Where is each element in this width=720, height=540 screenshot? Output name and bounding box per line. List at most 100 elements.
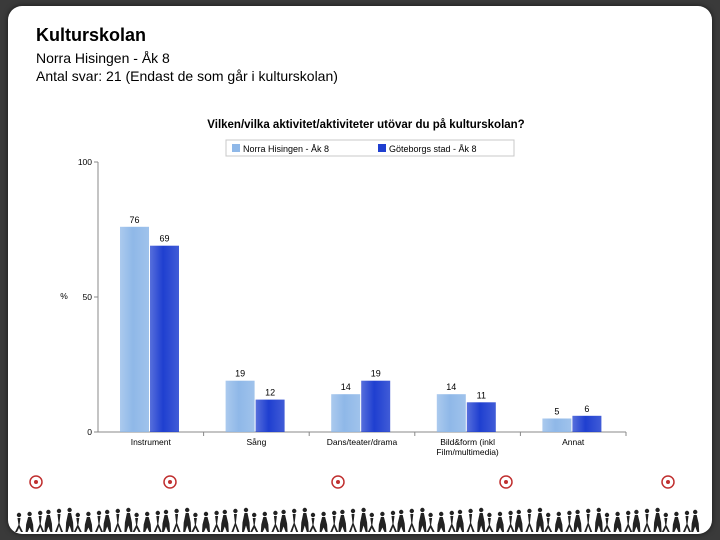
person-silhouette: [309, 512, 317, 532]
person-silhouette: [300, 507, 309, 532]
person-silhouette: [95, 510, 103, 532]
bar: [466, 402, 496, 432]
person-silhouette: [661, 512, 670, 532]
data-label: 69: [159, 234, 169, 244]
person-silhouette: [525, 508, 534, 532]
person-silhouette: [603, 512, 611, 532]
person-silhouette: [554, 511, 563, 532]
person-silhouette: [624, 510, 633, 532]
person-silhouette: [426, 512, 435, 532]
person-silhouette: [153, 510, 162, 532]
person-silhouette: [330, 510, 339, 532]
x-tick-label: Bild&form (inkl: [440, 437, 495, 447]
bar: [331, 394, 361, 432]
person-silhouette: [643, 508, 651, 532]
legend-label: Norra Hisingen - Åk 8: [243, 144, 329, 154]
person-silhouette: [132, 512, 141, 532]
person-silhouette: [212, 510, 221, 532]
bar: [542, 418, 572, 432]
person-silhouette: [279, 509, 288, 532]
legend-label: Göteborgs stad - Åk 8: [389, 144, 477, 154]
person-silhouette: [191, 512, 200, 532]
data-label: 12: [265, 388, 275, 398]
person-silhouette: [162, 509, 170, 532]
person-silhouette: [594, 507, 603, 532]
person-silhouette: [691, 509, 700, 532]
legend-swatch: [232, 144, 240, 152]
person-silhouette: [456, 509, 464, 532]
person-silhouette: [565, 510, 574, 532]
person-silhouette: [55, 508, 63, 532]
person-silhouette: [338, 509, 347, 532]
bar: [361, 380, 391, 432]
target-marker-icon: [29, 475, 43, 489]
person-silhouette: [242, 507, 250, 532]
person-silhouette: [514, 509, 523, 532]
person-silhouette: [573, 509, 582, 532]
person-silhouette: [124, 507, 133, 532]
data-label: 11: [477, 390, 486, 400]
page-title: Kulturskolan: [36, 25, 147, 45]
person-silhouette: [544, 512, 553, 532]
bar: [255, 399, 285, 432]
person-silhouette: [367, 512, 376, 532]
person-silhouette: [496, 511, 504, 532]
bar: [120, 226, 149, 432]
x-tick-label: Film/multimedia): [436, 447, 499, 457]
x-tick-label: Dans/teater/drama: [327, 437, 398, 447]
person-silhouette: [683, 510, 691, 532]
data-label: 19: [235, 369, 245, 379]
person-silhouette: [44, 509, 53, 532]
data-label: 6: [584, 404, 589, 414]
person-silhouette: [359, 507, 368, 532]
person-silhouette: [271, 510, 280, 532]
y-tick-label: 0: [87, 427, 92, 437]
person-silhouette: [143, 511, 152, 532]
slide: Kulturskolan Norra Hisingen - Åk 8 Antal…: [8, 6, 712, 534]
data-label: 5: [554, 407, 559, 417]
person-silhouette: [349, 508, 357, 532]
person-silhouette: [506, 510, 515, 532]
person-silhouette: [485, 512, 494, 532]
person-silhouette: [25, 511, 34, 532]
bar: [225, 380, 255, 432]
x-tick-label: Sång: [246, 437, 266, 447]
person-silhouette: [437, 511, 446, 532]
chart-title: Vilken/vilka aktivitet/aktiviteter utöva…: [207, 119, 524, 131]
y-tick-label: 100: [78, 157, 92, 167]
person-silhouette: [613, 511, 622, 532]
bar: [150, 245, 179, 432]
person-silhouette: [632, 509, 641, 532]
person-silhouette: [15, 512, 23, 532]
x-tick-label: Annat: [562, 437, 585, 447]
target-marker-icon: [499, 475, 513, 489]
person-silhouette: [231, 508, 240, 532]
person-silhouette: [397, 509, 406, 532]
x-tick-label: Instrument: [131, 437, 172, 447]
person-silhouette: [172, 508, 181, 532]
person-silhouette: [466, 508, 475, 532]
person-silhouette: [290, 508, 299, 532]
person-silhouette: [250, 512, 259, 532]
person-silhouette: [220, 509, 229, 532]
legend-swatch: [378, 144, 386, 152]
target-marker-icon: [331, 475, 345, 489]
person-silhouette: [202, 511, 210, 532]
target-marker-icon: [661, 475, 675, 489]
legend-box: [225, 139, 515, 157]
chart-legend: Norra Hisingen - Åk 8 Göteborgs stad - Åk…: [225, 139, 515, 157]
y-tick-label: 50: [83, 292, 93, 302]
page-subtitle: Norra Hisingen - Åk 8: [36, 50, 170, 66]
person-silhouette: [584, 508, 593, 532]
person-silhouette: [653, 507, 662, 532]
person-silhouette: [477, 507, 486, 532]
person-silhouette: [73, 512, 82, 532]
y-axis-label: %: [60, 291, 68, 301]
person-silhouette: [65, 507, 74, 532]
target-marker-icon: [163, 475, 177, 489]
data-label: 76: [129, 215, 139, 225]
person-silhouette: [113, 508, 122, 532]
person-silhouette: [447, 510, 456, 532]
person-silhouette: [389, 510, 397, 532]
data-label: 19: [371, 369, 381, 379]
